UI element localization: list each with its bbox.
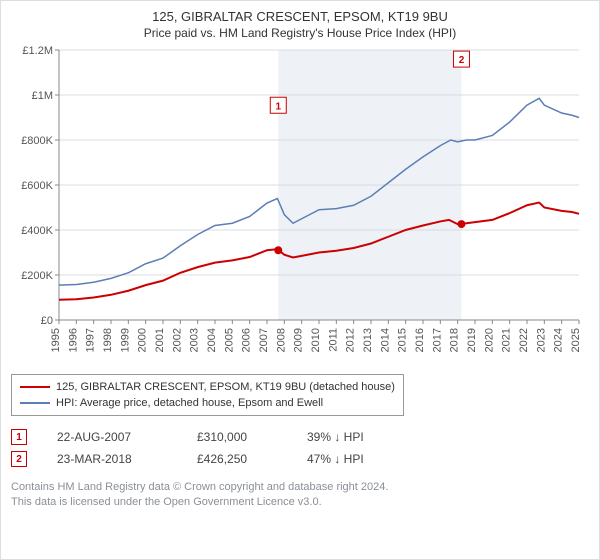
svg-text:2000: 2000	[137, 328, 149, 352]
svg-text:2003: 2003	[189, 328, 201, 352]
svg-text:1996: 1996	[67, 328, 79, 352]
legend-swatch	[20, 386, 50, 388]
marker-price: £310,000	[197, 430, 277, 444]
marker-hpi: 39% ↓ HPI	[307, 430, 397, 444]
svg-text:2011: 2011	[327, 328, 339, 352]
marker-price: £426,250	[197, 452, 277, 466]
svg-text:2010: 2010	[310, 328, 322, 352]
svg-text:2017: 2017	[431, 328, 443, 352]
svg-text:2001: 2001	[154, 328, 166, 352]
svg-text:2: 2	[459, 55, 465, 66]
footer-line-1: Contains HM Land Registry data © Crown c…	[11, 480, 589, 495]
svg-text:2013: 2013	[362, 328, 374, 352]
legend-label: HPI: Average price, detached house, Epso…	[56, 397, 323, 409]
svg-text:2020: 2020	[483, 328, 495, 352]
footer-line-2: This data is licensed under the Open Gov…	[11, 495, 589, 510]
chart-title: 125, GIBRALTAR CRESCENT, EPSOM, KT19 9BU	[11, 9, 589, 24]
chart-card: 125, GIBRALTAR CRESCENT, EPSOM, KT19 9BU…	[0, 0, 600, 560]
svg-text:£1M: £1M	[32, 90, 53, 102]
svg-text:2023: 2023	[535, 328, 547, 352]
svg-text:2019: 2019	[466, 328, 478, 352]
marker-hpi: 47% ↓ HPI	[307, 452, 397, 466]
legend-swatch	[20, 402, 50, 404]
svg-text:2022: 2022	[518, 328, 530, 352]
svg-text:2005: 2005	[223, 328, 235, 352]
svg-text:2025: 2025	[570, 328, 582, 352]
svg-text:£200K: £200K	[21, 270, 53, 282]
svg-text:1: 1	[275, 101, 281, 112]
svg-text:£600K: £600K	[21, 180, 53, 192]
svg-text:£400K: £400K	[21, 225, 53, 237]
line-chart: £0 £200K £400K £600K £800K £1M £1.2M 1995 1996 19…	[11, 44, 587, 364]
chart-area: £0 £200K £400K £600K £800K £1M £1.2M 1995 1996 19…	[11, 44, 589, 364]
svg-text:2016: 2016	[414, 328, 426, 352]
svg-text:1998: 1998	[102, 328, 114, 352]
svg-text:2014: 2014	[379, 328, 391, 352]
legend: 125, GIBRALTAR CRESCENT, EPSOM, KT19 9BU…	[11, 374, 404, 416]
legend-item: 125, GIBRALTAR CRESCENT, EPSOM, KT19 9BU…	[20, 379, 395, 395]
svg-text:2021: 2021	[501, 328, 513, 352]
titles: 125, GIBRALTAR CRESCENT, EPSOM, KT19 9BU…	[11, 9, 589, 40]
marker-date: 23-MAR-2018	[57, 452, 167, 466]
footer-attribution: Contains HM Land Registry data © Crown c…	[11, 480, 589, 510]
legend-label: 125, GIBRALTAR CRESCENT, EPSOM, KT19 9BU…	[56, 381, 395, 393]
marker-date: 22-AUG-2007	[57, 430, 167, 444]
svg-text:1995: 1995	[50, 328, 62, 352]
marker-row: 2 23-MAR-2018 £426,250 47% ↓ HPI	[11, 448, 589, 470]
svg-text:2006: 2006	[241, 328, 253, 352]
marker-row: 1 22-AUG-2007 £310,000 39% ↓ HPI	[11, 426, 589, 448]
svg-text:2002: 2002	[171, 328, 183, 352]
marker-table: 1 22-AUG-2007 £310,000 39% ↓ HPI 2 23-MAR-201…	[11, 426, 589, 470]
legend-item: HPI: Average price, detached house, Epso…	[20, 395, 395, 411]
svg-text:2018: 2018	[449, 328, 461, 352]
svg-text:£800K: £800K	[21, 135, 53, 147]
svg-text:2024: 2024	[553, 328, 565, 352]
svg-text:2015: 2015	[397, 328, 409, 352]
marker-point-2	[457, 220, 465, 228]
svg-text:2012: 2012	[345, 328, 357, 352]
svg-text:2007: 2007	[258, 328, 270, 352]
svg-text:2008: 2008	[275, 328, 287, 352]
marker-id-box: 1	[11, 429, 27, 445]
svg-text:£0: £0	[41, 315, 53, 327]
svg-text:£1.2M: £1.2M	[22, 45, 53, 57]
svg-text:2009: 2009	[293, 328, 305, 352]
svg-text:1997: 1997	[85, 328, 97, 352]
marker-id-box: 2	[11, 451, 27, 467]
chart-subtitle: Price paid vs. HM Land Registry's House …	[11, 26, 589, 40]
svg-text:2004: 2004	[206, 328, 218, 352]
marker-point-1	[274, 246, 282, 254]
svg-text:1999: 1999	[119, 328, 131, 352]
